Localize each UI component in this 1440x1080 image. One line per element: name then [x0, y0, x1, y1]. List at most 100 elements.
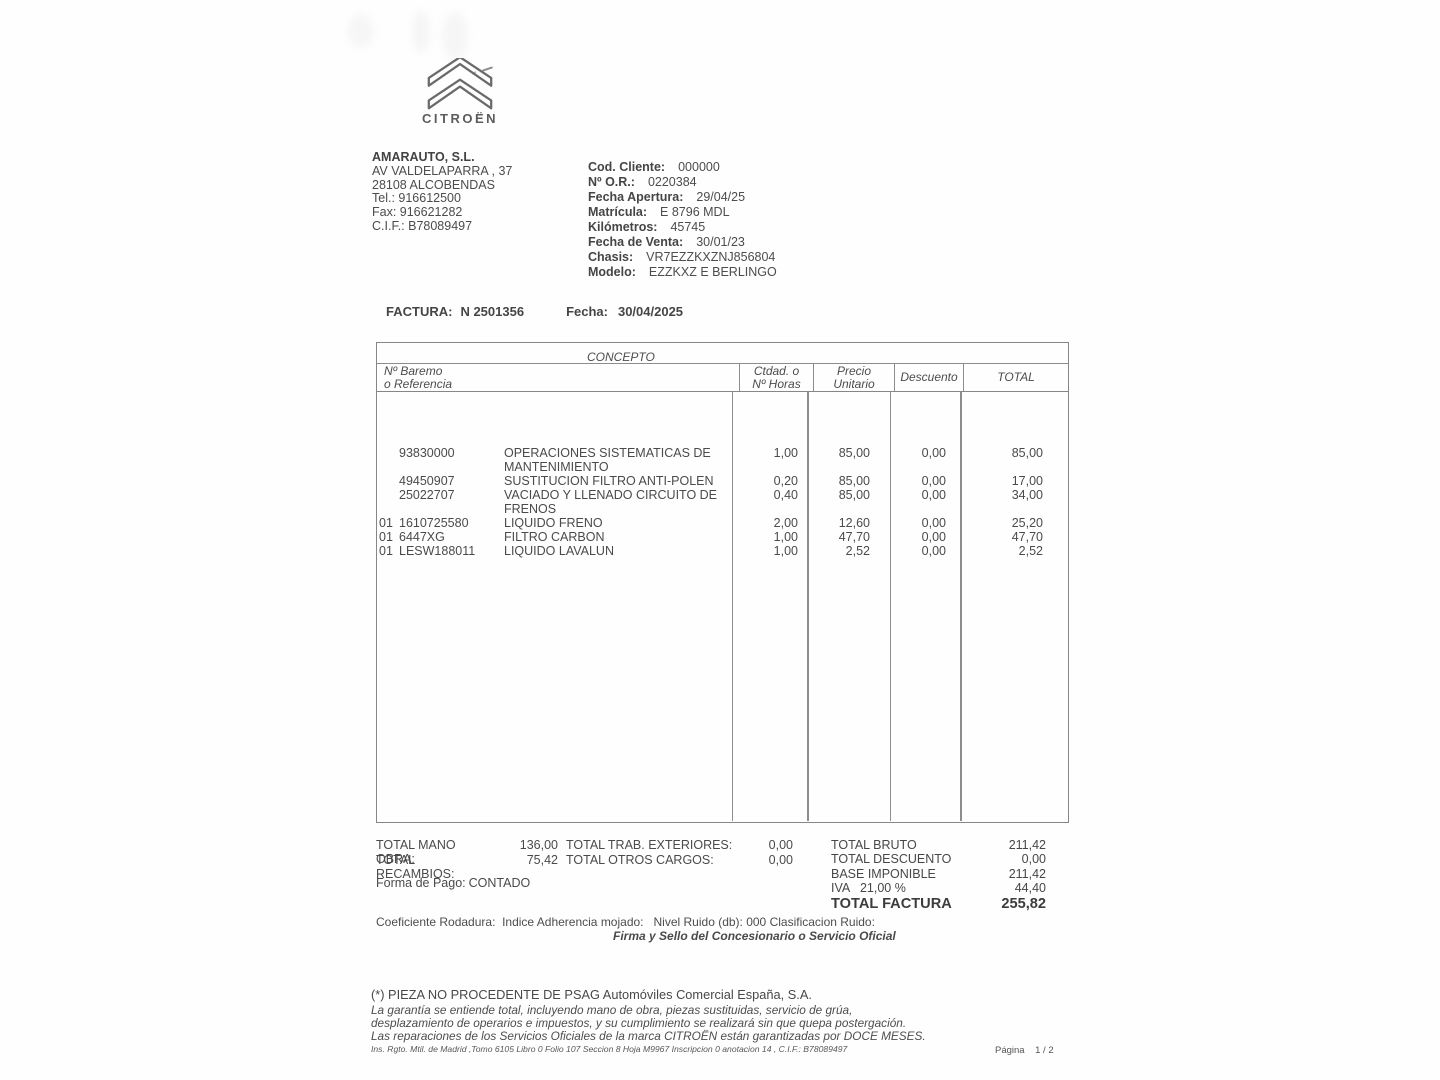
citroen-wordmark: CITROËN: [422, 111, 498, 126]
table-row: 25022707 VACIADO Y LLENADO CIRCUITO DE FR…: [377, 488, 1068, 516]
field-label: Kilómetros:: [588, 220, 658, 234]
order-info-row: Matrícula: E 8796 MDL: [588, 205, 777, 220]
line-concept: LIQUIDO FRENO: [504, 516, 603, 530]
totals-row: TOTAL MANO OBRA: 136,00 TOTAL TRAB. EXTE…: [376, 838, 793, 866]
totals-row: IVA 21,00 % 44,40: [831, 881, 1046, 895]
total-label: TOTAL BRUTO: [831, 838, 917, 852]
line-total: 17,00: [1011, 474, 1043, 488]
field-label: Modelo:: [588, 265, 636, 279]
total-value: 0,00: [768, 838, 793, 852]
tyre-coefficients-line: Coeficiente Rodadura: Indice Adherencia …: [376, 915, 875, 929]
line-unit-price: 85,00: [838, 474, 870, 488]
line-quantity: 0,40: [773, 488, 798, 502]
field-label: Chasis:: [588, 250, 634, 264]
line-reference: 1610725580: [399, 516, 469, 530]
line-concept: SUSTITUCION FILTRO ANTI-POLEN: [504, 474, 714, 488]
line-reference: LESW188011: [399, 544, 476, 558]
total-label: TOTAL TRAB. EXTERIORES:: [566, 838, 733, 852]
line-total: 25,20: [1011, 516, 1043, 530]
header-reference: Nº Baremo o Referencia: [384, 363, 453, 391]
header-unit-price: Precio Unitario: [813, 364, 894, 391]
line-unit-price: 12,60: [838, 516, 870, 530]
dealer-city: 28108 ALCOBENDAS: [372, 177, 495, 192]
totals-right-block: TOTAL BRUTO 211,42 TOTAL DESCUENTO 0,00 BA…: [831, 838, 1046, 912]
total-label: TOTAL RECAMBIOS:: [376, 852, 455, 881]
line-reference: 49450907: [399, 474, 455, 488]
line-discount: 0,00: [921, 516, 946, 530]
total-value: 0,00: [1021, 852, 1046, 867]
scan-smudge: [412, 10, 430, 54]
field-value: 30/01/23: [696, 235, 745, 249]
line-prefix: 01: [379, 530, 393, 544]
payment-method: Forma de Pago: CONTADO: [376, 876, 530, 890]
total-label: TOTAL OTROS CARGOS:: [566, 852, 714, 867]
order-info-row: Fecha Apertura: 29/04/25: [588, 190, 777, 205]
citroen-logo: CITROËN: [412, 58, 508, 126]
line-unit-price: 2,52: [845, 544, 870, 558]
dealer-address: AV VALDELAPARRA , 37: [372, 163, 513, 178]
warranty-paragraph: La garantía se entiende total, incluyend…: [371, 1004, 926, 1042]
field-value: EZZKXZ E BERLINGO: [648, 265, 777, 279]
warranty-line: desplazamiento de operarios e impuestos,…: [371, 1015, 907, 1030]
grand-total-label: TOTAL FACTURA: [831, 896, 952, 913]
field-value: VR7EZZKXZNJ856804: [646, 250, 776, 264]
table-row: 01 1610725580 LIQUIDO FRENO 2,00 12,60 0,0…: [377, 516, 1068, 530]
line-quantity: 1,00: [773, 446, 798, 460]
field-label: Fecha de Venta:: [588, 235, 684, 249]
totals-row: TOTAL DESCUENTO 0,00: [831, 852, 1046, 866]
field-value: 29/04/25: [696, 190, 746, 204]
totals-left-block: TOTAL MANO OBRA: 136,00 TOTAL TRAB. EXTE…: [376, 838, 793, 881]
line-discount: 0,00: [921, 544, 946, 558]
total-value: 75,42: [526, 852, 558, 867]
field-value: 45745: [670, 220, 706, 234]
line-concept: FILTRO CARBON: [504, 530, 605, 544]
total-label: BASE IMPONIBLE: [831, 866, 936, 881]
line-unit-price: 85,00: [838, 446, 870, 460]
field-label: Fecha Apertura:: [588, 190, 684, 204]
line-total: 85,00: [1011, 446, 1043, 460]
total-label: IVA 21,00 %: [831, 880, 906, 895]
line-quantity: 2,00: [773, 516, 798, 530]
warranty-line: La garantía se entiende total, incluyend…: [371, 1003, 853, 1017]
payment-value: CONTADO: [468, 876, 531, 890]
total-label: TOTAL MANO OBRA:: [376, 838, 456, 866]
field-label: Nº O.R.:: [588, 175, 635, 189]
field-label: Cod. Cliente:: [588, 160, 666, 174]
citroen-chevrons-icon: [427, 58, 493, 110]
total-value: 0,00: [768, 852, 793, 867]
line-reference: 93830000: [399, 446, 455, 460]
total-value: 211,42: [1008, 866, 1046, 881]
dealer-cif: C.I.F.: B78089497: [372, 218, 473, 233]
table-row: 01 6447XG FILTRO CARBON 1,00 47,70 0,00 47…: [377, 530, 1068, 544]
invoice-number-line: FACTURA: N 2501356 Fecha: 30/04/2025: [386, 304, 683, 319]
line-unit-price: 85,00: [838, 488, 870, 502]
invoice-date: 30/04/2025: [617, 304, 684, 319]
column-divider: [807, 392, 809, 821]
total-label: TOTAL DESCUENTO: [831, 852, 952, 867]
line-prefix: 01: [379, 516, 393, 530]
totals-row: TOTAL BRUTO 211,42: [831, 838, 1046, 852]
column-divider: [960, 392, 962, 821]
field-value: 0220384: [647, 175, 697, 189]
line-quantity: 1,00: [773, 544, 798, 558]
order-info-row: Chasis: VR7EZZKXZNJ856804: [588, 250, 777, 265]
totals-row: BASE IMPONIBLE 211,42: [831, 867, 1046, 881]
header-total: TOTAL: [963, 364, 1068, 391]
grand-total-value: 255,82: [1001, 896, 1046, 913]
dealer-info-block: AMARAUTO, S.L. AV VALDELAPARRA , 37 2810…: [372, 150, 513, 234]
line-discount: 0,00: [921, 488, 946, 502]
table-top-strip: [377, 343, 1068, 364]
dealer-name: AMARAUTO, S.L.: [372, 150, 475, 164]
invoice-number: N 2501356: [460, 304, 525, 319]
field-value: 000000: [678, 160, 720, 174]
header-quantity: Ctdad. o Nº Horas: [739, 364, 813, 391]
order-info-row: Cod. Cliente: 000000: [588, 160, 777, 175]
line-quantity: 1,00: [773, 530, 798, 544]
order-info-row: Kilómetros: 45745: [588, 220, 777, 235]
total-value: 211,42: [1008, 838, 1046, 852]
line-total: 47,70: [1011, 530, 1043, 544]
line-total: 2,52: [1018, 544, 1043, 558]
column-divider: [732, 392, 734, 821]
